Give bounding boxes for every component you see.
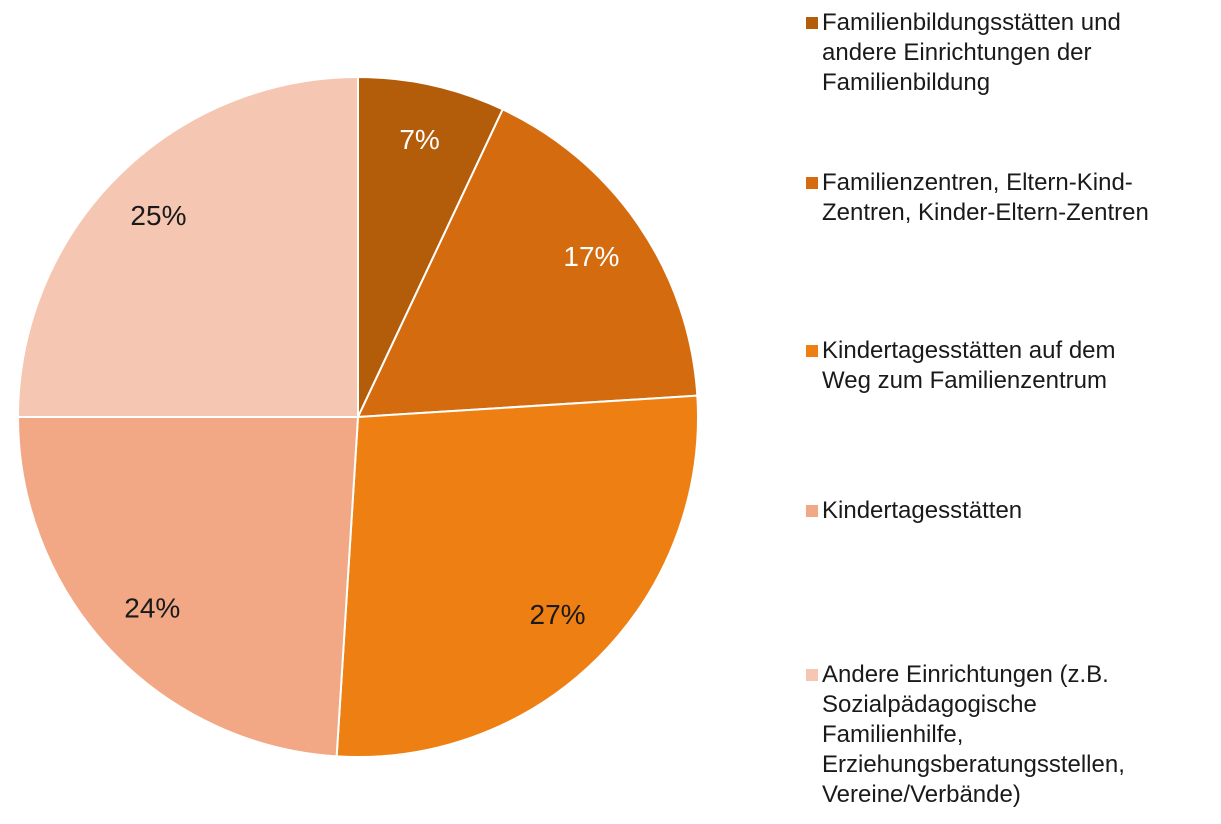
pie-slice	[357, 75, 505, 418]
pie-slice	[16, 75, 359, 418]
pie-area: 7% 17% 27% 24% 25%	[16, 75, 699, 758]
legend-item: Kindertagesstätten	[806, 496, 1221, 526]
data-label: 17%	[563, 241, 619, 272]
legend-item: Familienbildungsstätten und andere Einri…	[806, 8, 1221, 98]
legend-label: Kindertagesstätten auf dem Weg zum Famil…	[822, 337, 1116, 394]
legend-label: Familienzentren, Eltern-Kind- Zentren, K…	[822, 169, 1149, 226]
legend-swatch	[806, 17, 818, 29]
legend-item: Kindertagesstätten auf dem Weg zum Famil…	[806, 336, 1221, 396]
legend-swatch	[806, 345, 818, 357]
data-label: 24%	[124, 593, 180, 624]
legend-item: Andere Einrichtungen (z.B. Sozialpädagog…	[806, 660, 1221, 810]
pie-slice	[16, 416, 360, 758]
data-label: 25%	[130, 200, 186, 231]
pie-slice	[356, 108, 699, 419]
data-label: 27%	[530, 599, 586, 630]
legend-label: Familienbildungsstätten und andere Einri…	[822, 9, 1121, 96]
legend-label: Andere Einrichtungen (z.B. Sozialpädagog…	[822, 661, 1125, 808]
pie-slice	[335, 394, 699, 758]
legend-label: Kindertagesstätten	[822, 497, 1023, 524]
legend-item: Familienzentren, Eltern-Kind- Zentren, K…	[806, 168, 1221, 228]
legend-swatch	[806, 505, 818, 517]
legend-swatch	[806, 177, 818, 189]
legend-swatch	[806, 669, 818, 681]
data-label: 7%	[399, 124, 439, 155]
